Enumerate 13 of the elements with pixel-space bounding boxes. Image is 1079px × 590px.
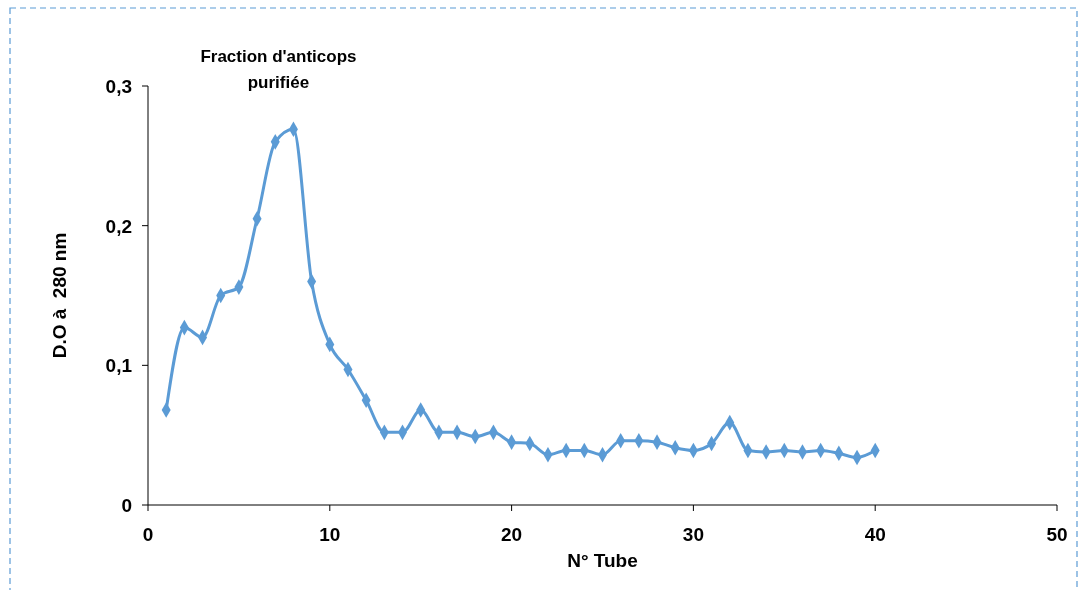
y-tick-label: 0,2 xyxy=(105,215,132,237)
annotation: Fraction d'anticops purifiée xyxy=(200,47,357,92)
y-tick-label: 0,1 xyxy=(105,355,133,377)
x-tick-label: 10 xyxy=(319,524,341,545)
y-axis-title: D.O à 280 nm xyxy=(49,232,70,359)
x-axis-title: N° Tube xyxy=(567,550,638,571)
x-tick-label: 40 xyxy=(864,524,886,545)
y-tick-label: 0,3 xyxy=(105,76,132,97)
x-tick-label: 0 xyxy=(142,524,154,545)
y-tick-label: 0 xyxy=(121,495,132,516)
x-tick-label: 30 xyxy=(682,524,704,545)
x-tick-label: 20 xyxy=(501,524,523,545)
x-tick-label: 50 xyxy=(1046,524,1068,545)
